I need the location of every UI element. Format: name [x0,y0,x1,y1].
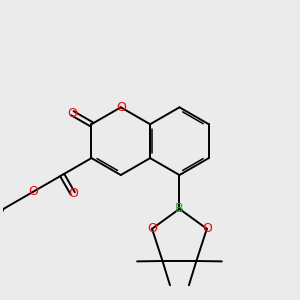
Text: O: O [68,107,77,120]
Text: O: O [116,101,126,114]
Text: O: O [68,187,78,200]
Text: B: B [175,202,184,215]
Text: O: O [28,185,38,199]
Text: O: O [202,222,212,235]
Text: O: O [147,222,157,235]
